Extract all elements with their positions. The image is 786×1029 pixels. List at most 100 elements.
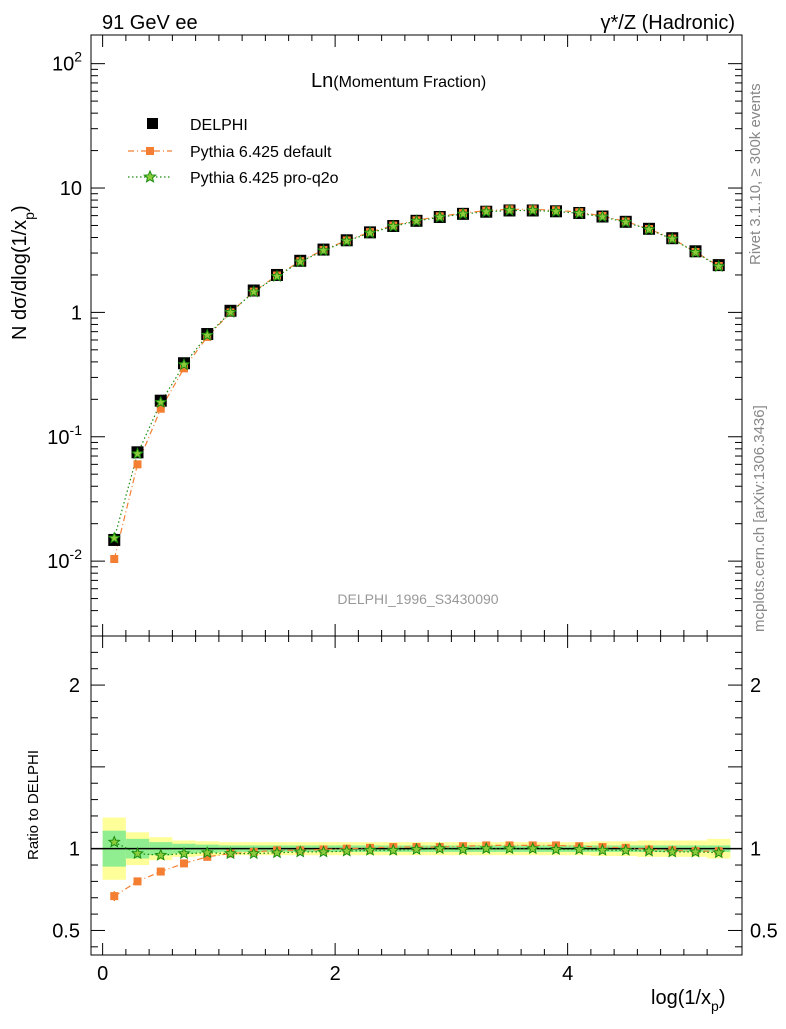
ratio-point-proq2o <box>410 842 423 855</box>
ratio-point-proq2o <box>433 841 447 855</box>
ratio-point-proq2o <box>340 844 354 857</box>
ratio-tick-label-right: 0.5 <box>750 920 778 942</box>
data-point-proq2o <box>619 215 633 228</box>
data-point-proq2o <box>549 204 563 218</box>
data-point-proq2o <box>689 245 702 258</box>
analysis-watermark: DELPHI_1996_S3430090 <box>337 591 498 607</box>
data-point-proq2o <box>131 446 144 460</box>
ratio-point-proq2o <box>107 835 121 848</box>
y-tick-label: 102 <box>52 49 82 76</box>
legend: DELPHI Pythia 6.425 default Pythia 6.425… <box>128 117 339 187</box>
y-tick-label: 10-2 <box>47 546 82 573</box>
legend-marker-delphi <box>147 118 158 129</box>
ratio-point-proq2o <box>293 845 307 858</box>
data-point-proq2o <box>363 226 377 239</box>
data-point-proq2o <box>317 243 330 257</box>
rivet-label: Rivet 3.1.10, ≥ 300k events <box>747 83 764 265</box>
ratio-point-proq2o <box>270 845 284 859</box>
ratio-point-default <box>156 867 165 876</box>
ratio-point-default <box>203 852 212 861</box>
ratio-tick-label-right: 1 <box>750 839 761 861</box>
legend-label-proq2o: Pythia 6.425 pro-q2o <box>190 170 339 187</box>
ratio-point-proq2o <box>572 842 586 855</box>
ratio-y-axis-label: Ratio to DELPHI <box>25 750 42 860</box>
ratio-tick-label: 0.5 <box>52 920 80 942</box>
x-tick-label: 0 <box>97 963 108 985</box>
ratio-point-default <box>180 859 188 868</box>
legend-label-delphi: DELPHI <box>190 117 248 134</box>
chart-title: Ln(Momentum Fraction) <box>311 70 486 92</box>
data-point-proq2o <box>386 219 400 232</box>
data-point-proq2o <box>526 203 540 216</box>
series-line-default <box>113 208 720 560</box>
data-point-proq2o <box>293 255 307 268</box>
ratio-point-proq2o <box>456 842 470 855</box>
data-point-proq2o <box>572 206 586 219</box>
data-point-default <box>156 404 165 413</box>
ratio-point-proq2o <box>642 844 656 857</box>
data-point-proq2o <box>596 210 609 223</box>
ratio-point-proq2o <box>200 845 214 859</box>
ratio-point-proq2o <box>526 841 540 855</box>
ratio-point-proq2o <box>317 845 330 858</box>
y-tick-label: 1 <box>71 302 82 324</box>
x-tick-label: 2 <box>330 963 341 985</box>
ratio-point-proq2o <box>689 845 702 858</box>
ratio-point-default <box>133 877 142 886</box>
legend-marker-default <box>146 147 154 155</box>
data-point-proq2o <box>200 328 214 341</box>
series-line-proq2o <box>113 209 720 539</box>
data-point-proq2o <box>410 214 423 227</box>
y-tick-label: 10-1 <box>47 422 82 449</box>
ratio-point-default <box>110 892 119 901</box>
ratio-plot: 0 2 4 0.5 0.5 1 1 2 2 <box>52 635 778 985</box>
data-point-default <box>110 555 119 564</box>
data-point-proq2o <box>177 357 191 371</box>
ratio-point-proq2o <box>503 841 516 855</box>
data-point-proq2o <box>247 285 261 298</box>
ratio-point-proq2o <box>247 846 261 860</box>
ratio-point-proq2o <box>619 843 633 856</box>
data-point-proq2o <box>456 207 470 220</box>
ratio-point-proq2o <box>177 846 191 860</box>
ratio-point-proq2o <box>549 842 563 855</box>
data-point-proq2o <box>479 204 493 218</box>
legend-marker-proq2o <box>143 169 157 183</box>
data-point-proq2o <box>665 232 679 245</box>
ratio-point-proq2o <box>665 845 679 858</box>
ratio-point-proq2o <box>712 845 726 859</box>
header-right: γ*/Z (Hadronic) <box>601 12 735 34</box>
data-point-proq2o <box>154 395 168 408</box>
data-point-proq2o <box>224 305 237 318</box>
ratio-tick-label: 2 <box>69 675 80 697</box>
x-tick-label: 4 <box>562 963 573 985</box>
ratio-point-proq2o <box>596 843 609 856</box>
data-point-proq2o <box>107 531 121 544</box>
data-point-proq2o <box>340 234 354 247</box>
ratio-frame <box>90 635 743 956</box>
ratio-tick-label: 1 <box>69 839 80 861</box>
ratio-point-proq2o <box>386 843 400 856</box>
x-axis-label: log(1/xp) <box>651 987 726 1014</box>
y-axis-label: N dσ/dlog(1/xp) <box>9 205 37 340</box>
data-point-proq2o <box>642 222 656 236</box>
ratio-line-default <box>113 844 719 897</box>
ratio-point-proq2o <box>363 843 377 856</box>
main-plot: 10-2 10-1 1 10 102 <box>47 34 743 637</box>
ratio-point-proq2o <box>154 848 168 861</box>
data-point-proq2o <box>503 203 516 216</box>
legend-label-default: Pythia 6.425 default <box>190 144 332 161</box>
y-tick-label: 10 <box>60 178 82 200</box>
data-point-proq2o <box>712 259 726 272</box>
ratio-point-proq2o <box>479 841 493 855</box>
data-point-default <box>133 460 142 469</box>
data-point-default <box>180 364 188 373</box>
data-point-proq2o <box>433 210 447 223</box>
ratio-point-proq2o <box>224 846 237 860</box>
ratio-tick-label-right: 2 <box>750 675 761 697</box>
data-point-proq2o <box>270 269 284 282</box>
ratio-point-proq2o <box>131 846 144 860</box>
mcplots-label: mcplots.cern.ch [arXiv:1306.3436] <box>751 405 768 632</box>
